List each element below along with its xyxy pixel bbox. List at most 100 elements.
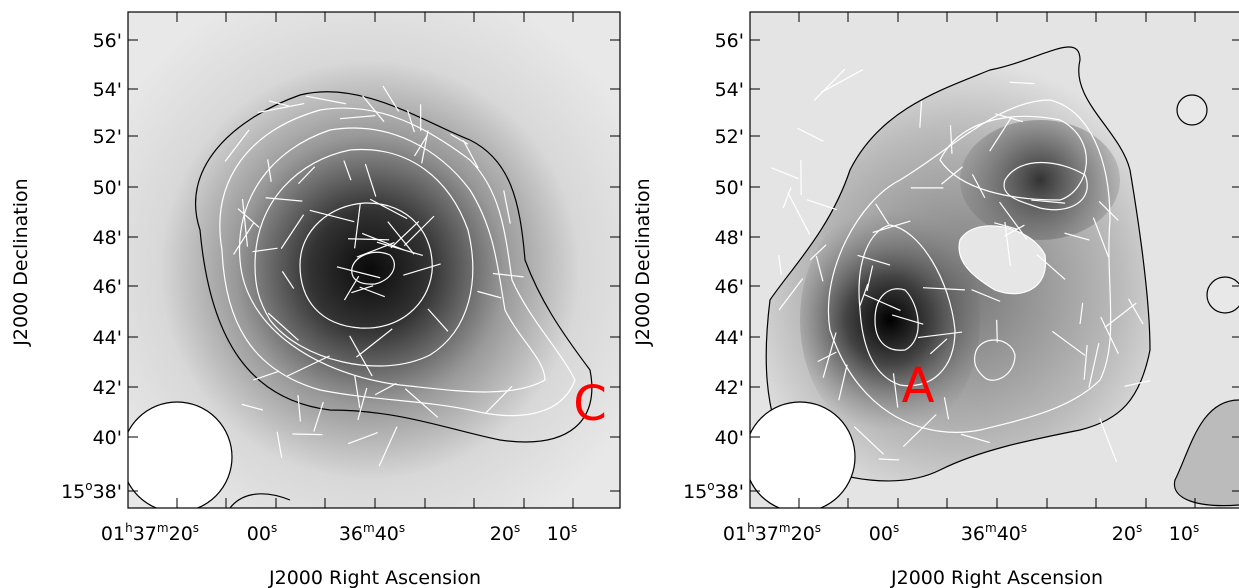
- polarization-vector: [374, 382, 397, 396]
- tick-text-part: 44': [715, 327, 744, 349]
- polarization-vector: [357, 387, 368, 421]
- dec-tick-label: 54': [715, 79, 744, 101]
- tick-text-part: 36: [339, 523, 363, 545]
- tick-text-part: s: [815, 521, 821, 535]
- polarization-vector: [778, 278, 804, 311]
- tick-text-part: 20: [490, 523, 514, 545]
- polarization-vector: [339, 115, 376, 120]
- polarization-vector: [309, 209, 355, 223]
- tick-text-part: h: [125, 521, 133, 535]
- polarization-vector: [859, 283, 869, 307]
- polarization-vector: [257, 102, 305, 114]
- tick-text-part: 52': [715, 126, 744, 148]
- tick-text-part: 01: [723, 523, 747, 545]
- polarization-vector: [378, 426, 398, 467]
- polarization-vector: [404, 388, 439, 418]
- tick-text-part: s: [193, 521, 199, 535]
- y-axis-label: J2000 Declination: [632, 178, 654, 346]
- dec-tick-label: 48': [93, 227, 122, 249]
- dec-tick-label: 50': [715, 177, 744, 199]
- polarization-vector: [1099, 418, 1118, 463]
- tick-text-part: 46': [715, 276, 744, 298]
- tick-text-part: h: [747, 521, 755, 535]
- dec-tick-label: 15o38': [61, 479, 122, 503]
- polarization-vector: [787, 192, 811, 235]
- ra-tick-label: 36m40s: [961, 521, 1027, 545]
- polarization-vector: [813, 68, 846, 102]
- polarization-vector: [1088, 343, 1100, 388]
- ra-tick-label: 00s: [869, 521, 899, 545]
- tick-text-part: 46': [93, 276, 122, 298]
- tick-text-part: 36: [961, 523, 985, 545]
- polarization-vector: [1083, 345, 1088, 380]
- tick-text-part: 40': [715, 427, 744, 449]
- dec-tick-label: 48': [715, 227, 744, 249]
- polarization-vector: [971, 174, 986, 199]
- polarization-vector: [414, 134, 429, 157]
- polarization-vector: [364, 163, 377, 197]
- tick-text-part: 40: [997, 523, 1021, 545]
- polarization-vector: [253, 370, 280, 381]
- polarization-vector: [949, 125, 953, 154]
- polarization-vector: [356, 328, 393, 358]
- dec-tick-label: 54': [93, 79, 122, 101]
- tick-text-part: 10: [1169, 523, 1193, 545]
- polarization-vector: [349, 335, 373, 377]
- ra-tick-label: 20s: [490, 521, 520, 545]
- tick-text-part: 56': [93, 30, 122, 52]
- polarization-vector: [356, 242, 395, 258]
- polarization-vector: [989, 117, 1012, 152]
- polarization-vector: [503, 190, 511, 224]
- polarization-vector: [971, 289, 1001, 302]
- polarization-vector: [252, 247, 278, 253]
- polarization-vector: [853, 426, 885, 455]
- polarization-vector: [390, 221, 420, 249]
- ra-tick-label: 01h37m20s: [723, 521, 821, 545]
- polarization-vector: [403, 215, 435, 247]
- polarization-vector: [427, 308, 449, 332]
- polarization-vector: [1127, 298, 1144, 325]
- polarization-vector: [276, 431, 283, 458]
- tick-text-part: s: [893, 521, 899, 535]
- tick-text-part: 48': [715, 227, 744, 249]
- ra-tick-label: 01h37m20s: [101, 521, 199, 545]
- polarization-vector: [281, 271, 295, 289]
- polarization-vector: [354, 375, 361, 408]
- tick-text-part: 42': [93, 377, 122, 399]
- polarization-vector: [351, 285, 374, 294]
- polarization-vector: [892, 373, 899, 408]
- tick-text-part: m: [157, 521, 169, 535]
- dec-tick-label: 44': [93, 327, 122, 349]
- tick-text-part: s: [514, 521, 520, 535]
- dec-tick-label: 44': [715, 327, 744, 349]
- tick-text-part: m: [363, 521, 375, 535]
- tick-text-part: 37: [133, 523, 157, 545]
- polarization-vector: [917, 331, 963, 339]
- polarization-vector: [796, 127, 824, 142]
- polarization-vector: [237, 208, 260, 228]
- polarization-vector: [233, 222, 255, 255]
- polarization-vector: [929, 338, 948, 355]
- tick-text-part: 15: [61, 481, 85, 503]
- ra-tick-label: 10s: [547, 521, 577, 545]
- dec-tick-label: 40': [715, 427, 744, 449]
- tick-text-part: 01: [101, 523, 125, 545]
- tick-text-part: 54': [93, 79, 122, 101]
- tick-text-part: s: [1136, 521, 1142, 535]
- polarization-vector: [1004, 221, 1011, 266]
- polarization-vector: [1092, 217, 1110, 258]
- polarization-vector: [872, 220, 911, 234]
- polarization-vector: [297, 166, 316, 185]
- dec-tick-label: 52': [93, 126, 122, 148]
- polarization-vector: [224, 129, 250, 162]
- polarization-vector: [280, 214, 305, 249]
- polarization-vector: [863, 293, 901, 312]
- polarization-vector: [382, 85, 400, 112]
- polarization-vector: [891, 314, 924, 325]
- polarization-vector: [857, 254, 891, 266]
- dec-tick-label: 52': [715, 126, 744, 148]
- tick-text-part: 00: [869, 523, 893, 545]
- tick-text-part: 38': [715, 481, 744, 503]
- polarization-vector: [313, 401, 324, 432]
- tick-text-part: 40: [375, 523, 399, 545]
